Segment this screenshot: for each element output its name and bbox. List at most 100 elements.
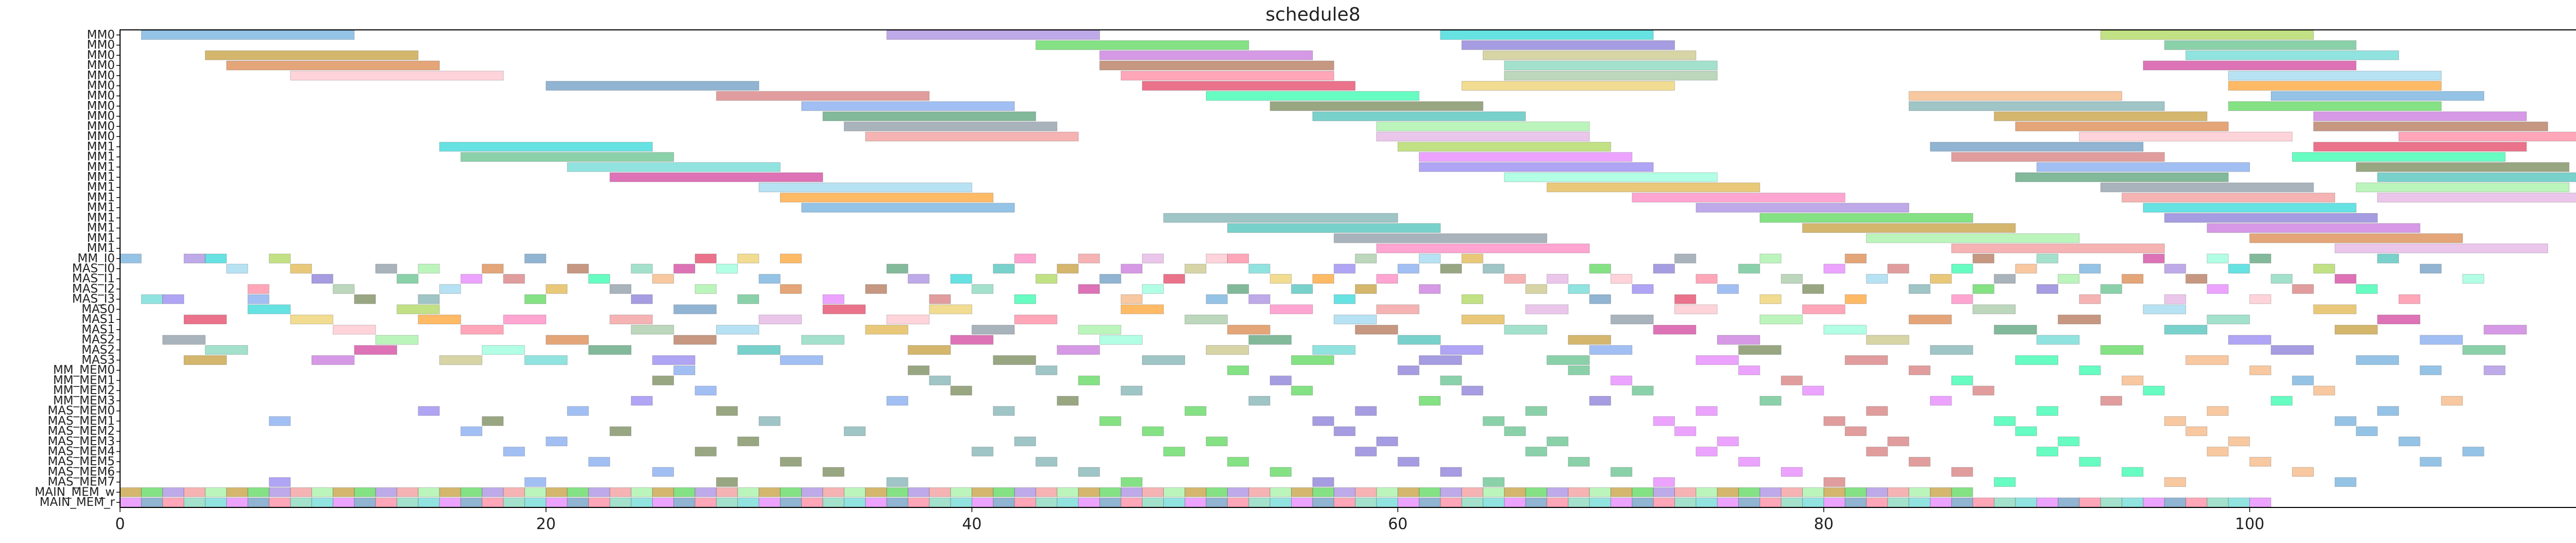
task-bar — [779, 284, 802, 294]
y-tick-label: MAS_MEM1 — [47, 414, 115, 428]
task-bar — [2207, 497, 2229, 507]
task-bar — [1930, 487, 1952, 497]
y-tick-label: MM1 — [87, 211, 115, 225]
task-bar — [1163, 447, 1185, 456]
task-bar — [1844, 355, 1888, 365]
task-bar — [1781, 274, 1803, 284]
task-bar — [2398, 294, 2420, 304]
task-bar — [716, 406, 738, 416]
task-bar — [1823, 325, 1867, 335]
task-bar — [1312, 477, 1334, 487]
task-bar — [2143, 60, 2357, 71]
task-bar — [1696, 497, 1718, 507]
task-bar — [1908, 456, 1930, 467]
task-bar — [268, 416, 291, 426]
task-bar — [716, 477, 738, 487]
task-bar — [162, 335, 206, 345]
task-bar — [1461, 487, 1483, 497]
task-bar — [162, 497, 184, 507]
task-bar — [886, 264, 908, 274]
task-bar — [1355, 253, 1377, 264]
task-bar — [375, 497, 397, 507]
task-bar — [460, 497, 483, 507]
task-bar — [1781, 497, 1803, 507]
task-bar — [1611, 376, 1633, 385]
task-bar — [1227, 253, 1249, 264]
task-bar — [290, 71, 504, 81]
task-bar — [1355, 447, 1377, 456]
task-bar — [631, 264, 653, 274]
task-bar — [588, 456, 611, 467]
task-bar — [801, 487, 823, 497]
task-bar — [1674, 253, 1697, 264]
y-tick-label: MAS_MEM5 — [47, 455, 115, 468]
task-bar — [929, 376, 951, 385]
task-bar — [183, 253, 206, 264]
task-bar — [865, 131, 1079, 142]
task-bar — [1951, 264, 1973, 274]
task-bar — [1908, 284, 1930, 294]
y-tick-label: MAS3 — [81, 353, 115, 367]
task-bar — [1568, 487, 1590, 497]
task-bar — [1802, 497, 1824, 507]
task-bar — [1504, 274, 1526, 284]
task-bar — [609, 172, 823, 182]
task-bar — [1589, 497, 1611, 507]
task-bar — [2334, 325, 2378, 335]
y-tick-label: MAIN_MEM_r — [40, 496, 115, 509]
task-bar — [375, 335, 419, 345]
task-bar — [1738, 487, 1760, 497]
task-bar — [758, 497, 781, 507]
task-bar — [1994, 111, 2208, 122]
task-bar — [1525, 304, 1569, 314]
task-bar — [1951, 497, 1973, 507]
task-bar — [1248, 335, 1292, 345]
task-bar — [1589, 294, 1611, 304]
task-bar — [1036, 274, 1058, 284]
task-bar — [801, 101, 1015, 111]
task-bar — [673, 264, 696, 274]
task-bar — [2015, 264, 2037, 274]
task-bar — [247, 487, 269, 497]
task-bar — [332, 487, 355, 497]
task-bar — [1376, 487, 1398, 497]
task-bar — [396, 304, 440, 314]
task-bar — [1823, 264, 1845, 274]
task-bar — [1994, 325, 2037, 335]
task-bar — [1866, 497, 1888, 507]
task-bar — [2334, 243, 2548, 253]
task-bar — [652, 467, 674, 477]
task-bar — [2164, 40, 2357, 50]
task-bar — [1674, 304, 1718, 314]
task-bar — [2334, 477, 2357, 487]
y-tick-label: MAS1 — [81, 313, 115, 326]
task-bar — [1483, 264, 1505, 274]
task-bar — [396, 487, 419, 497]
task-bar — [1802, 223, 2016, 233]
task-bar — [993, 355, 1037, 365]
task-bar — [1696, 406, 1718, 416]
task-bar — [1674, 497, 1697, 507]
task-bar — [524, 294, 547, 304]
task-bar — [375, 487, 397, 497]
task-bar — [1717, 335, 1760, 345]
task-bar — [2164, 477, 2187, 487]
task-bar — [1504, 172, 1718, 182]
task-bar — [482, 497, 504, 507]
task-bar — [1504, 60, 1718, 71]
task-bar — [1461, 81, 1675, 91]
task-bar — [1291, 385, 1313, 396]
task-bar — [1206, 294, 1228, 304]
task-bar — [418, 497, 440, 507]
task-bar — [2122, 193, 2335, 202]
task-bar — [2100, 284, 2123, 294]
task-bar — [1994, 497, 2016, 507]
task-bar — [1227, 487, 1249, 497]
task-bar — [1653, 477, 1675, 487]
task-bar — [1078, 487, 1100, 497]
task-bar — [993, 487, 1015, 497]
task-bar — [311, 487, 333, 497]
task-bar — [332, 497, 355, 507]
task-bar — [460, 152, 674, 162]
task-bar — [2292, 376, 2314, 385]
